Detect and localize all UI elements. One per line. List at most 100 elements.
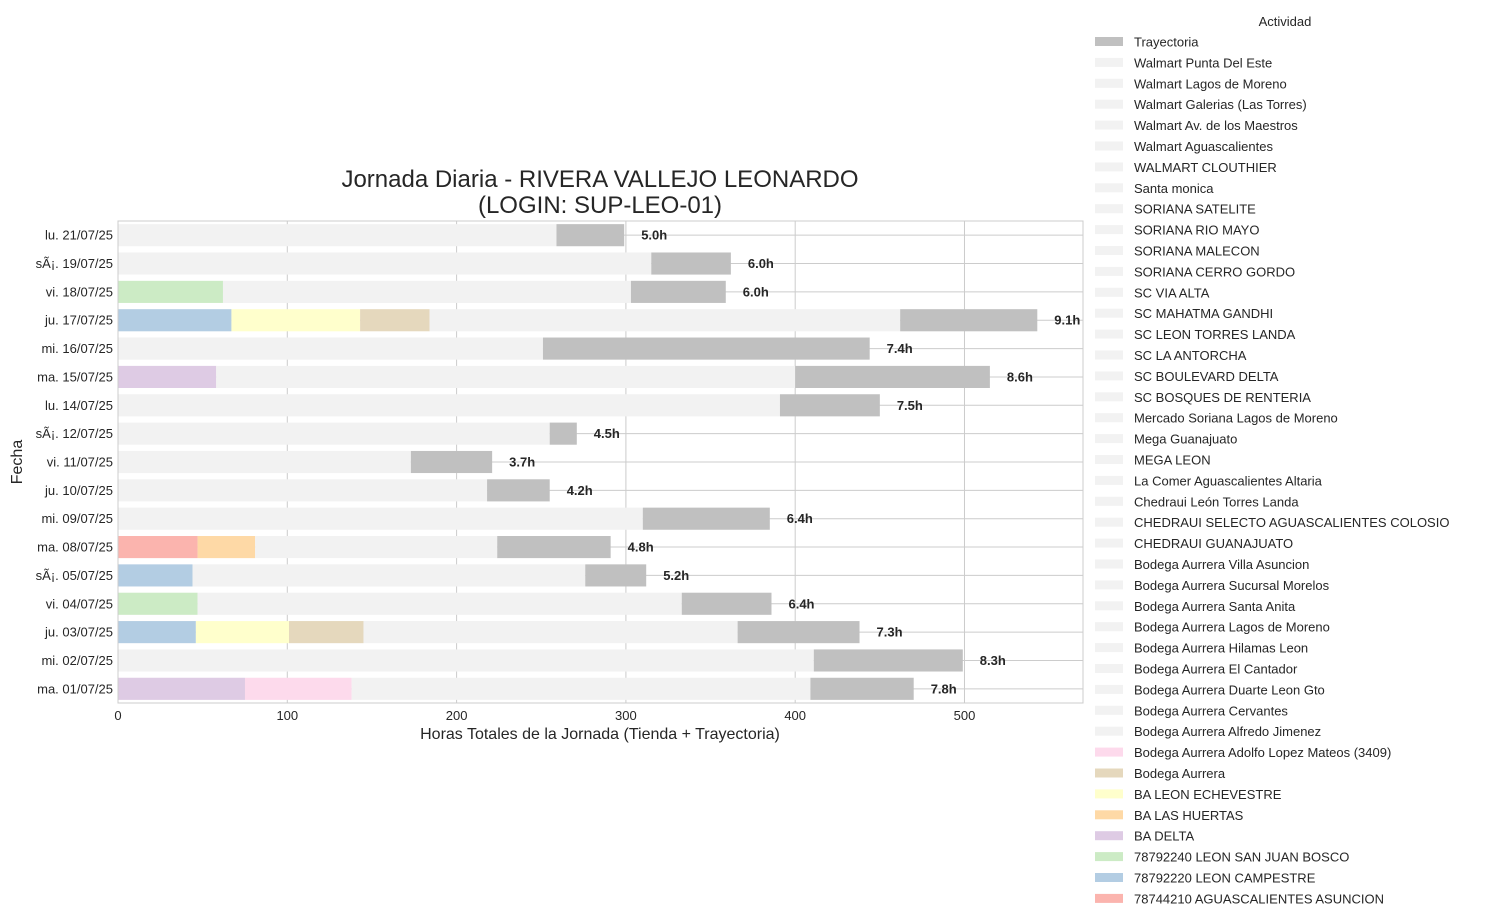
legend-item: SC MAHATMA GANDHI: [1095, 306, 1273, 321]
bar-segment-walmart-punta-del-este: [118, 252, 652, 275]
legend-label: Bodega Aurrera El Cantador: [1134, 662, 1298, 677]
legend-swatch: [1095, 120, 1123, 130]
bar-value-label: 8.3h: [980, 653, 1006, 668]
legend-item: CHEDRAUI SELECTO AGUASCALIENTES COLOSIO: [1095, 515, 1449, 530]
bar-segment-trayectoria: [630, 280, 726, 303]
legend-swatch: [1095, 413, 1123, 423]
legend-swatch: [1095, 162, 1123, 172]
legend-item: BA LEON ECHEVESTRE: [1095, 787, 1282, 802]
bar-value-label: 4.5h: [594, 426, 620, 441]
bar-row-15: [118, 649, 963, 672]
y-axis-label: Fecha: [9, 440, 26, 485]
legend-swatch: [1095, 225, 1123, 235]
bar-row-14: [118, 621, 860, 644]
legend-label: SORIANA RIO MAYO: [1134, 223, 1259, 238]
legend-swatch: [1095, 852, 1123, 862]
bar-row-13: [118, 592, 772, 615]
bar-value-label: 5.2h: [663, 568, 689, 583]
legend-item: Bodega Aurrera: [1095, 766, 1226, 781]
bar-segment-walmart-punta-del-este: [118, 649, 814, 672]
bar-row-12: [118, 564, 647, 587]
legend-item: Bodega Aurrera Villa Asuncion: [1095, 557, 1309, 572]
legend-swatch: [1095, 329, 1123, 339]
legend-swatch: [1095, 371, 1123, 381]
legend-label: BA LEON ECHEVESTRE: [1134, 787, 1282, 802]
legend-swatch: [1095, 768, 1123, 778]
legend-label: Bodega Aurrera Hilamas Leon: [1134, 641, 1308, 656]
legend-label: Walmart Av. de los Maestros: [1134, 118, 1298, 133]
legend-item: Mega Guanajuato: [1095, 432, 1237, 447]
legend-item: Bodega Aurrera El Cantador: [1095, 662, 1298, 677]
legend-swatch: [1095, 78, 1123, 88]
bar-segment-walmart-punta-del-este: [118, 450, 411, 474]
legend-swatch: [1095, 141, 1123, 151]
bar-row-8: [118, 450, 493, 474]
legend-swatch: [1095, 183, 1123, 193]
legend-item: SORIANA CERRO GORDO: [1095, 264, 1295, 279]
plot-frame: [117, 220, 1084, 704]
bar-segment-walmart-punta-del-este: [118, 422, 550, 445]
legend-swatch: [1095, 643, 1123, 653]
legend-item: Trayectoria: [1095, 35, 1199, 50]
legend-label: SORIANA MALECON: [1134, 244, 1260, 259]
legend-label: Walmart Galerias (Las Torres): [1134, 97, 1307, 112]
bar-segment-trayectoria: [779, 394, 880, 417]
legend-item: Bodega Aurrera Lagos de Moreno: [1095, 620, 1330, 635]
legend-swatch: [1095, 747, 1123, 757]
legend-swatch: [1095, 684, 1123, 694]
bar-row-2: [118, 280, 726, 303]
bar-value-label: 8.6h: [1007, 369, 1033, 384]
bar-segment-trayectoria: [487, 479, 550, 502]
legend-item: Bodega Aurrera Sucursal Morelos: [1095, 578, 1330, 593]
legend-swatch: [1095, 893, 1123, 903]
bar-segment-ba-las-huertas: [197, 536, 256, 559]
bar-segment-bodega-aurrera: [288, 621, 364, 644]
legend-label: Bodega Aurrera Cervantes: [1134, 703, 1288, 718]
legend-item: Bodega Aurrera Santa Anita: [1095, 599, 1296, 614]
bar-segment-trayectoria: [542, 337, 870, 360]
legend-label: SC MAHATMA GANDHI: [1134, 306, 1273, 321]
bar-segment-78792240-leon-san-juan-bosco: [118, 280, 223, 303]
legend-title: Actividad: [1259, 14, 1312, 29]
legend-item: WALMART CLOUTHIER: [1095, 160, 1277, 175]
legend-item: SC LEON TORRES LANDA: [1095, 327, 1296, 342]
legend-label: SC BOULEVARD DELTA: [1134, 369, 1279, 384]
bar-value-label: 7.8h: [931, 681, 957, 696]
bar-segment-trayectoria: [410, 450, 493, 474]
legend-item: SC BOULEVARD DELTA: [1095, 369, 1279, 384]
legend-label: Walmart Lagos de Moreno: [1134, 76, 1287, 91]
legend-swatch: [1095, 475, 1123, 485]
y-tick-label: vi. 18/07/25: [46, 284, 113, 299]
bar-value-label: 6.4h: [787, 511, 813, 526]
legend-item: 78744210 AGUASCALIENTES ASUNCION: [1095, 891, 1384, 906]
legend-swatch: [1095, 601, 1123, 611]
y-tick-label: ma. 15/07/25: [37, 369, 113, 384]
legend-label: SC LA ANTORCHA: [1134, 348, 1247, 363]
y-tick-label: mi. 02/07/25: [41, 653, 113, 668]
legend-item: La Comer Aguascalientes Altaria: [1095, 473, 1323, 488]
y-tick-label: ju. 10/07/25: [44, 483, 113, 498]
bar-row-0: [118, 224, 625, 247]
bar-segment-walmart-punta-del-este: [118, 337, 543, 360]
chart-subtitle-text: (LOGIN: SUP-LEO-01): [478, 192, 722, 219]
bar-row-6: [118, 394, 880, 417]
legend-swatch: [1095, 873, 1123, 882]
legend-item: BA LAS HUERTAS: [1095, 808, 1244, 823]
legend-label: Bodega Aurrera Villa Asuncion: [1134, 557, 1309, 572]
bar-segment-walmart-punta-del-este: [429, 309, 901, 332]
y-tick-label: ju. 03/07/25: [44, 625, 113, 640]
y-tick-label: lu. 21/07/25: [45, 228, 113, 243]
bar-value-label: 6.0h: [743, 284, 769, 299]
legend-item: 78792240 LEON SAN JUAN BOSCO: [1095, 850, 1349, 865]
legend-label: Bodega Aurrera Duarte Leon Gto: [1134, 682, 1325, 697]
legend-swatch: [1095, 559, 1123, 569]
legend-swatch: [1095, 350, 1123, 360]
y-tick-label: sÃ¡. 05/07/25: [36, 568, 113, 583]
bar-segment-walmart-punta-del-este: [118, 507, 643, 530]
bar-segment-trayectoria: [651, 252, 731, 275]
bar-segment-walmart-punta-del-este: [118, 479, 488, 502]
legend-label: Bodega Aurrera Lagos de Moreno: [1134, 620, 1330, 635]
legend-label: Mercado Soriana Lagos de Moreno: [1134, 411, 1338, 426]
legend-swatch: [1095, 455, 1123, 464]
